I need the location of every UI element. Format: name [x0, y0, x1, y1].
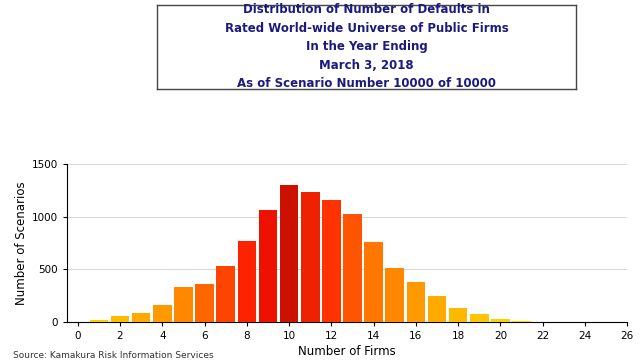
Bar: [301, 192, 319, 322]
Bar: [237, 241, 256, 322]
Bar: [111, 316, 129, 322]
Y-axis label: Number of Scenarios: Number of Scenarios: [15, 181, 28, 305]
Bar: [406, 282, 425, 322]
Bar: [195, 284, 214, 322]
Bar: [512, 321, 531, 322]
Bar: [449, 309, 467, 322]
Bar: [153, 305, 172, 322]
Bar: [132, 313, 150, 322]
Bar: [491, 319, 509, 322]
Bar: [280, 185, 298, 322]
Bar: [322, 200, 340, 322]
Bar: [259, 210, 277, 322]
Text: Source: Kamakura Risk Information Services: Source: Kamakura Risk Information Servic…: [13, 351, 213, 360]
Bar: [90, 320, 108, 322]
X-axis label: Number of Firms: Number of Firms: [298, 345, 396, 359]
Bar: [174, 287, 193, 322]
Bar: [428, 296, 446, 322]
Bar: [343, 215, 362, 322]
Bar: [216, 266, 235, 322]
Bar: [470, 314, 488, 322]
Bar: [364, 242, 383, 322]
Bar: [385, 268, 404, 322]
Text: Distribution of Number of Defaults in
Rated World-wide Universe of Public Firms
: Distribution of Number of Defaults in Ra…: [225, 4, 508, 90]
